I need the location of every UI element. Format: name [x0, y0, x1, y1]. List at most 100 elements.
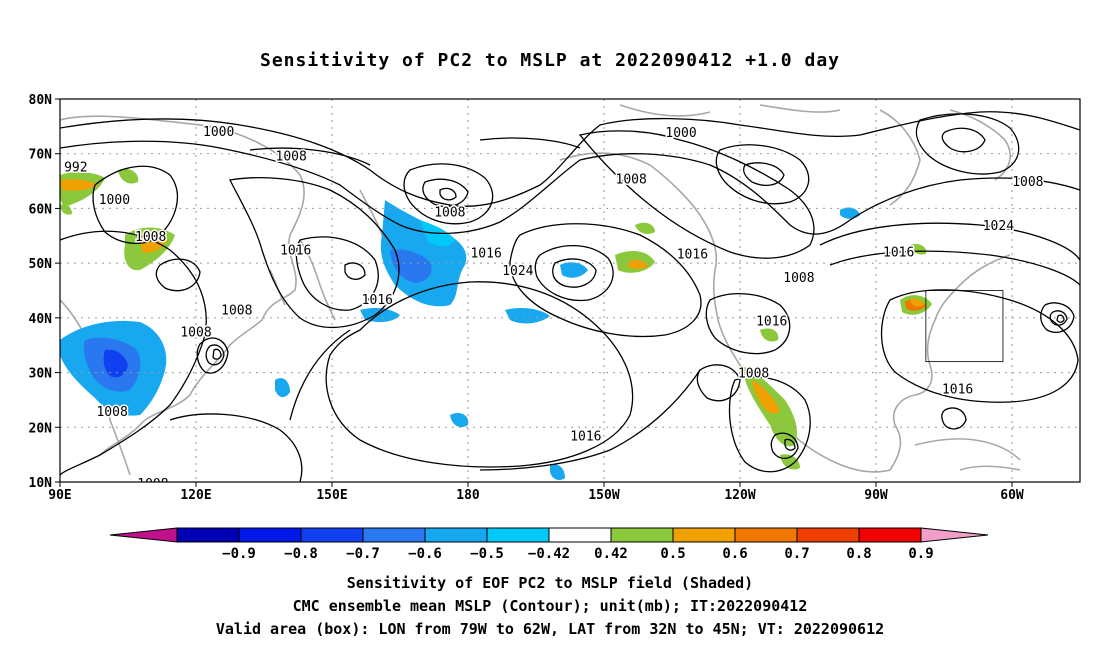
contour-label: 1008 — [1012, 175, 1043, 190]
colorbar-swatch — [176, 527, 240, 543]
mslp-contour — [829, 250, 1080, 286]
mslp-contour — [534, 244, 614, 302]
lon-label: 180 — [456, 488, 480, 503]
sensitivity-region — [390, 249, 432, 283]
contour-label: 1008 — [783, 271, 814, 286]
contour-label: 1024 — [502, 264, 533, 279]
colorbar: −0.9 −0.8 −0.7 −0.6 −0.5 −0.42 0.42 0.5 0.6 0.7 0.… — [109, 527, 989, 562]
map-plot-area: 1000 1008 992 1000 1008 1016 1008 1008 1008 1008 1… — [59, 98, 1081, 492]
longitude-axis-labels: 90E 120E 150E 180 150W 120W 90W 60W — [48, 488, 1024, 503]
caption-valid-area: Valid area (box): LON from 79W to 62W, L… — [215, 620, 885, 638]
latitude-axis-labels: 80N 70N 60N 50N 40N 30N 20N 10N — [29, 93, 53, 491]
mslp-contour — [422, 178, 469, 208]
coastline-segment — [619, 104, 841, 117]
mslp-contour — [229, 177, 400, 329]
mslp-contour — [915, 113, 1020, 175]
contour-label: 992 — [64, 160, 87, 175]
plot-frame — [59, 98, 1081, 483]
contour-label: 1024 — [983, 219, 1014, 234]
colorbar-label: 0.9 — [908, 546, 933, 562]
caption-shading: Sensitivity of EOF PC2 to MSLP field (Sh… — [346, 574, 754, 592]
contour-label: 1008 — [180, 326, 211, 341]
mslp-contour — [770, 432, 799, 459]
lat-label: 30N — [29, 367, 53, 382]
colorbar-swatch — [610, 527, 674, 543]
mslp-contour — [325, 281, 634, 468]
contour-label: 1016 — [470, 246, 501, 261]
sensitivity-region — [450, 413, 469, 428]
mslp-contour — [403, 163, 494, 225]
mslp-contour — [92, 165, 179, 245]
colorbar-swatch — [238, 527, 302, 543]
contour-label: 1008 — [738, 367, 769, 382]
mslp-contour — [743, 162, 785, 186]
colorbar-label: 0.6 — [722, 546, 747, 562]
mslp-contour — [705, 293, 791, 355]
colorbar-label: −0.6 — [408, 546, 442, 562]
contour-label: 1008 — [137, 477, 168, 492]
graticule — [60, 99, 1080, 482]
sensitivity-region — [505, 308, 550, 324]
contour-label: 1000 — [203, 125, 234, 140]
colorbar-label: −0.5 — [470, 546, 504, 562]
contour-label: 1008 — [434, 205, 465, 220]
lat-label: 80N — [29, 93, 53, 108]
plot-background — [60, 99, 1080, 482]
mslp-contour — [578, 130, 815, 259]
mslp-contour — [439, 187, 457, 201]
lat-label: 40N — [29, 312, 53, 327]
mslp-contour — [344, 262, 366, 280]
sensitivity-region — [103, 349, 128, 378]
mslp-contour — [205, 344, 225, 366]
colorbar-label: 0.7 — [784, 546, 809, 562]
coastline-segment — [889, 254, 1011, 471]
sensitivity-region — [910, 244, 927, 255]
contour-label: 1008 — [616, 172, 647, 187]
sensitivity-region — [550, 464, 565, 480]
sensitivity-region — [60, 179, 98, 191]
mslp-contour — [1056, 314, 1065, 323]
lat-label: 50N — [29, 257, 53, 272]
contour-label: 1008 — [276, 149, 307, 164]
sensitivity-region — [140, 232, 168, 253]
lon-label: 150E — [316, 488, 347, 503]
mslp-contour — [60, 111, 1080, 207]
valid-area-box — [925, 290, 1004, 363]
sensitivity-region — [760, 328, 779, 342]
contour-label: 1000 — [99, 193, 130, 208]
sensitivity-region — [752, 380, 780, 414]
colorbar-swatch — [672, 527, 736, 543]
contour-label: 1016 — [756, 315, 787, 330]
mslp-contour — [819, 222, 1080, 261]
mslp-contour — [1040, 302, 1075, 333]
mslp-contour — [155, 258, 201, 292]
colorbar-swatch — [300, 527, 364, 543]
lon-label: 120W — [724, 488, 755, 503]
coastline-segment — [60, 115, 305, 456]
contour-label: 1016 — [280, 244, 311, 259]
mslp-contour — [295, 236, 379, 311]
colorbar-swatch — [362, 527, 426, 543]
colorbar-label: −0.8 — [284, 546, 318, 562]
contour-label: 1008 — [96, 405, 127, 420]
sensitivity-region — [60, 204, 72, 215]
colorbar-label: −0.7 — [346, 546, 380, 562]
lon-label: 90E — [48, 488, 71, 503]
colorbar-label: 0.5 — [660, 546, 685, 562]
lon-label: 90W — [864, 488, 888, 503]
lat-label: 20N — [29, 421, 53, 436]
contour-labels: 1000 1008 992 1000 1008 1016 1008 1008 1008 1008 1… — [63, 123, 1045, 492]
sensitivity-region — [635, 222, 655, 234]
coastline-segment — [914, 438, 1021, 471]
coastline-segment — [559, 152, 891, 473]
contour-label: 1016 — [677, 247, 708, 262]
lon-label: 60W — [1000, 488, 1024, 503]
lat-label: 10N — [29, 476, 53, 491]
colorbar-label: 0.42 — [594, 546, 628, 562]
sensitivity-region — [118, 168, 139, 184]
sensitivity-region — [910, 298, 924, 307]
lon-label: 150W — [588, 488, 619, 503]
colorbar-swatch — [858, 527, 922, 543]
mslp-contour — [509, 223, 702, 338]
